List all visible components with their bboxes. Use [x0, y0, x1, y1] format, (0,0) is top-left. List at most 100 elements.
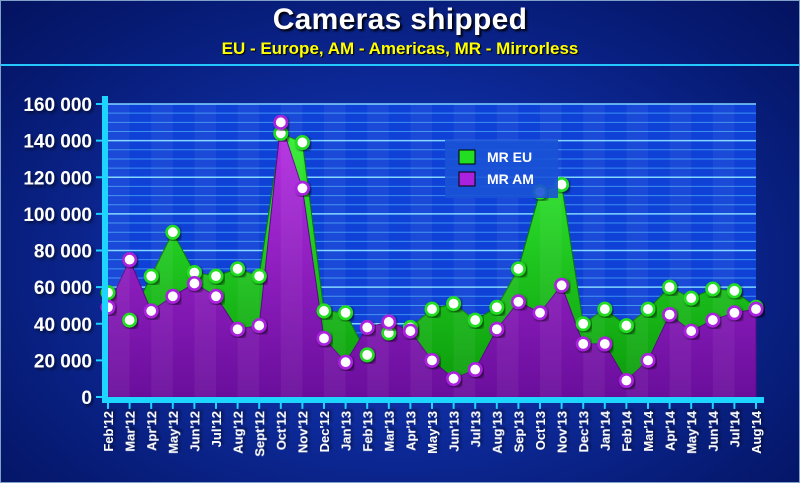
series-areas: [107, 122, 757, 398]
y-tick-label: 60 000: [34, 278, 92, 299]
legend-swatch-mr-am: [458, 171, 476, 187]
x-tick-label: Sept'12: [252, 411, 267, 457]
x-tick-label: Jul'14: [727, 410, 742, 447]
x-tick-label: Jun'14: [706, 410, 721, 451]
data-point-mr-am: [597, 336, 613, 352]
x-tick-label: Feb'12: [101, 411, 116, 452]
y-axis: 0 20 000 40 000 60 000 80 000 100 000 120 000 1…: [23, 95, 108, 409]
data-point-mr-am: [575, 336, 591, 352]
x-tick-label: Oct'13: [533, 411, 548, 450]
x-tick-label: Dec'12: [317, 411, 332, 452]
data-point-mr-am: [683, 323, 699, 339]
x-tick-label: Jun'12: [187, 411, 202, 452]
data-point-mr-eu: [705, 281, 721, 297]
data-point-mr-am: [273, 114, 289, 130]
series-markers: [100, 114, 764, 389]
x-tick-label: Feb'14: [619, 410, 634, 451]
data-point-mr-eu: [208, 268, 224, 284]
y-tick-label: 140 000: [23, 132, 92, 153]
legend: MR EU MR AM: [445, 140, 558, 198]
x-tick-label: Nov'13: [555, 411, 570, 453]
data-point-mr-eu: [726, 283, 742, 299]
data-point-mr-am: [251, 318, 267, 334]
data-point-mr-am: [467, 362, 483, 378]
y-tick-label: 120 000: [23, 168, 92, 189]
data-point-mr-eu: [316, 303, 332, 319]
column-stripe: [194, 104, 216, 397]
y-tick-label: 160 000: [23, 95, 92, 116]
x-tick-label: May'12: [166, 411, 181, 454]
data-point-mr-eu: [575, 316, 591, 332]
data-point-mr-am: [705, 312, 721, 328]
column-stripe: [108, 104, 130, 397]
column-stripe: [151, 104, 173, 397]
x-tick-label: Mar'14: [641, 410, 656, 451]
data-point-mr-am: [316, 330, 332, 346]
y-axis-line: [102, 96, 108, 403]
data-point-mr-am: [381, 314, 397, 330]
data-point-mr-am: [294, 180, 310, 196]
column-stripe: [669, 104, 692, 397]
data-point-mr-am: [726, 305, 742, 321]
data-point-mr-am: [208, 288, 224, 304]
data-point-mr-am: [165, 288, 181, 304]
y-tick-label: 40 000: [34, 315, 92, 336]
x-tick-label: Oct'12: [274, 411, 289, 450]
x-tick-label: Mar'13: [382, 411, 397, 452]
data-point-mr-eu: [359, 347, 375, 363]
data-point-mr-am: [402, 323, 418, 339]
x-tick-label: Jan'13: [339, 411, 354, 451]
y-tick-label: 20 000: [34, 351, 92, 372]
x-tick-label: Jun'13: [447, 411, 462, 452]
data-point-mr-am: [424, 352, 440, 368]
data-point-mr-am: [532, 305, 548, 321]
data-point-mr-am: [640, 352, 656, 368]
x-tick-label: Jul'13: [468, 411, 483, 447]
data-point-mr-eu: [683, 290, 699, 306]
x-tick-label: Apr'14: [663, 410, 678, 451]
legend-label: MR AM: [487, 171, 534, 187]
legend-swatch-mr-eu: [458, 149, 476, 165]
data-point-mr-am: [338, 354, 354, 370]
column-stripe: [626, 104, 648, 397]
data-point-mr-eu: [597, 301, 613, 317]
data-point-mr-am: [359, 319, 375, 335]
x-tick-label: Feb'13: [360, 411, 375, 452]
x-tick-label: Jul'12: [209, 411, 224, 447]
y-tick-label: 80 000: [34, 242, 92, 263]
data-point-mr-am: [618, 373, 634, 389]
data-point-mr-eu: [424, 301, 440, 317]
data-point-mr-am: [510, 294, 526, 310]
x-tick-label: Aug'13: [490, 411, 505, 454]
x-tick-label: Apr'12: [144, 411, 159, 451]
column-stripe: [583, 104, 605, 397]
data-point-mr-eu: [446, 296, 462, 312]
data-point-mr-eu: [165, 224, 181, 240]
x-axis: Feb'12 Mar'12 Apr'12 May'12 Jun'12 Jul'12 Aug'…: [101, 397, 764, 457]
x-tick-label: May'13: [425, 411, 440, 454]
data-point-mr-am: [122, 252, 138, 268]
column-stripe: [280, 104, 303, 397]
column-stripe: [410, 104, 432, 397]
data-point-mr-eu: [230, 261, 246, 277]
x-tick-label: Dec'13: [576, 411, 591, 452]
x-tick-label: Aug'12: [231, 411, 246, 454]
x-tick-label: May'14: [684, 410, 699, 454]
data-point-mr-am: [662, 307, 678, 323]
legend-label: MR EU: [487, 149, 532, 165]
x-axis-line: [102, 397, 764, 403]
data-point-mr-am: [554, 277, 570, 293]
data-point-mr-eu: [294, 134, 310, 150]
data-point-mr-eu: [662, 279, 678, 295]
data-point-mr-eu: [251, 268, 267, 284]
x-tick-label: Mar'12: [123, 411, 138, 452]
data-point-mr-eu: [122, 312, 138, 328]
chart-subtitle: EU - Europe, AM - Americas, MR - Mirrorl…: [221, 39, 579, 58]
x-tick-label: Nov'12: [295, 411, 310, 453]
data-point-mr-am: [230, 321, 246, 337]
series-area-mr-am: [107, 122, 757, 398]
data-point-mr-eu: [143, 268, 159, 284]
column-stripe: [237, 104, 260, 397]
title-divider: [1, 64, 799, 66]
